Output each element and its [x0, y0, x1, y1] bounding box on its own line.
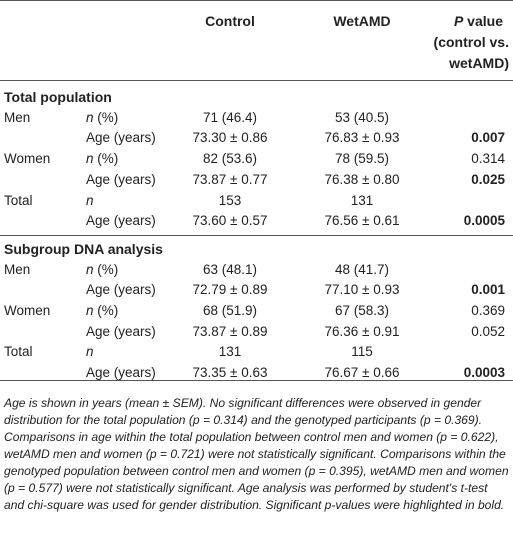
measure-n-symbol: n	[86, 344, 94, 360]
wetamd-value: 67 (58.3)	[334, 303, 390, 318]
row-group-label: Women	[4, 303, 51, 318]
section-title: Subgroup DNA analysis	[4, 240, 163, 257]
wetamd-value: 76.67 ± 0.66	[324, 365, 400, 381]
control-value: 73.87 ± 0.77	[192, 171, 268, 187]
row-group-label: Total	[4, 344, 33, 360]
control-value: 72.79 ± 0.89	[192, 282, 268, 298]
wetamd-value: 76.83 ± 0.93	[324, 130, 400, 146]
p-value: 0.369	[471, 303, 505, 318]
row-measure-label: n	[86, 193, 94, 209]
control-value: 71 (46.4)	[202, 109, 258, 125]
p-value: 0.0003	[463, 365, 505, 381]
row-measure-label: Age (years)	[86, 323, 156, 339]
control-value: 82 (53.6)	[202, 151, 258, 167]
row-measure-label: n (%)	[86, 151, 119, 167]
control-value: 73.87 ± 0.89	[192, 323, 268, 339]
p-value: 0.025	[471, 171, 505, 187]
wetamd-value: 53 (40.5)	[334, 109, 390, 125]
wetamd-value: 131	[350, 192, 374, 208]
row-measure-label: Age (years)	[86, 171, 156, 187]
control-value: 63 (48.1)	[202, 261, 258, 277]
row-measure-label: n (%)	[86, 303, 119, 318]
header-p-word: value	[463, 13, 503, 29]
header-control: Control	[205, 13, 255, 29]
header-wetamd: WetAMD	[333, 13, 391, 29]
header-p-value: P value	[454, 13, 503, 29]
wetamd-value: 115	[351, 344, 373, 360]
wetamd-value: 77.10 ± 0.93	[324, 282, 400, 298]
wetamd-value: 48 (41.7)	[334, 261, 390, 277]
wetamd-value: 78 (59.5)	[334, 151, 390, 167]
row-group-label: Total	[4, 192, 33, 208]
control-value: 73.30 ± 0.86	[192, 130, 268, 146]
p-value: 0.0005	[463, 213, 505, 229]
row-measure-label: Age (years)	[86, 365, 156, 381]
header-rule	[0, 80, 513, 81]
header-p-line2: (control vs.	[433, 34, 509, 50]
row-group-label: Men	[4, 109, 31, 125]
row-group-label: Women	[4, 151, 51, 167]
row-measure-label: n (%)	[86, 261, 119, 277]
row-measure-label: Age (years)	[86, 282, 156, 298]
section-title: Total population	[4, 89, 112, 105]
measure-n-symbol: n	[86, 151, 94, 167]
p-value: 0.007	[471, 130, 505, 146]
p-value: 0.314	[471, 151, 505, 167]
header-p-letter: P	[453, 13, 464, 29]
row-measure-label: Age (years)	[86, 213, 156, 229]
p-value: 0.052	[471, 323, 505, 339]
table-footnote: Age is shown in years (mean ± SEM). No s…	[4, 396, 509, 512]
control-value: 153	[218, 192, 242, 208]
row-measure-label: Age (years)	[86, 130, 156, 146]
control-value: 68 (51.9)	[202, 303, 258, 318]
measure-n-symbol: n	[86, 192, 94, 208]
wetamd-value: 76.38 ± 0.80	[324, 171, 400, 187]
row-group-label: Men	[4, 261, 31, 277]
top-rule	[0, 0, 513, 1]
bottom-rule	[0, 380, 513, 381]
p-value: 0.001	[471, 282, 505, 298]
measure-n-symbol: n	[86, 109, 94, 125]
row-measure-label: n (%)	[86, 109, 119, 125]
control-value: 73.60 ± 0.57	[192, 213, 268, 229]
section-rule	[0, 234, 513, 236]
control-value: 73.35 ± 0.63	[192, 365, 268, 381]
wetamd-value: 76.56 ± 0.61	[324, 213, 400, 229]
header-p-line3: wetAMD)	[449, 55, 509, 71]
control-value: 131	[218, 344, 242, 360]
row-measure-label: n	[86, 344, 94, 360]
measure-n-symbol: n	[86, 261, 94, 277]
wetamd-value: 76.36 ± 0.91	[324, 323, 400, 339]
measure-n-symbol: n	[86, 303, 94, 318]
